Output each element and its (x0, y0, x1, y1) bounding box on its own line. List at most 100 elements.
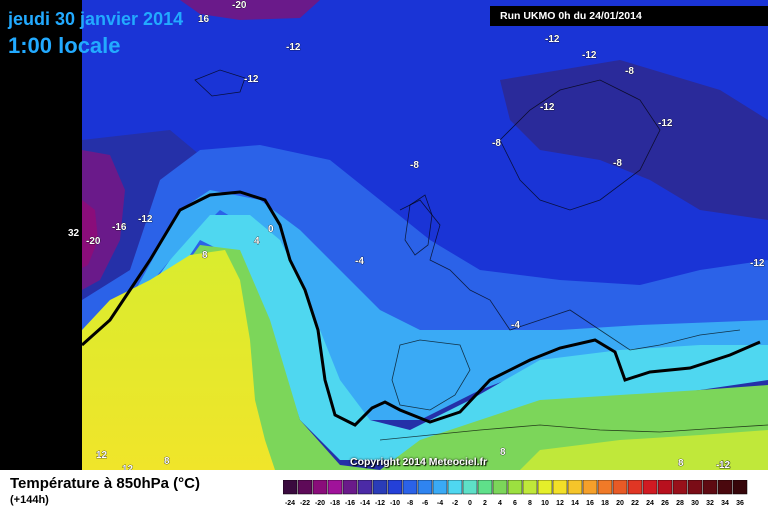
legend-tick-label: -10 (390, 500, 400, 507)
legend-tick-label: 6 (513, 500, 517, 507)
legend-swatch (507, 480, 523, 495)
legend-tick-label: -2 (452, 500, 458, 507)
warm-south (520, 430, 768, 470)
forecast-date: jeudi 30 janvier 2014 (8, 9, 184, 29)
color-legend: -24 -22 -20 -18 -16 -14 -12 -10 -8 -6 -4 -2 0 2 4 6 8 10 1… (283, 480, 748, 507)
isotherm-label: -12 (545, 34, 560, 45)
legend-tick-label: 0 (468, 500, 472, 507)
coastline-scandinavia (499, 79, 661, 211)
zero-isotherm (81, 190, 761, 427)
legend-tick-label: 32 (706, 500, 714, 507)
legend-tick-label: -8 (407, 500, 413, 507)
isotherm-label: 12 (719, 460, 731, 470)
coastline-africa (379, 424, 768, 441)
isotherm-label: 8 (202, 250, 208, 261)
legend-tick-label: 16 (586, 500, 594, 507)
legend-tick-label: -12 (375, 500, 385, 507)
legend-panel: Température à 850hPa (°C) (+144h) -24 -22… (0, 470, 768, 512)
legend-tick-label: 26 (661, 500, 669, 507)
isotherm-label: -12 (658, 118, 673, 129)
legend-swatch (612, 480, 628, 495)
arctic-region (500, 60, 768, 220)
isotherm-label: 16 (198, 14, 210, 25)
isotherm-label: -12 (138, 214, 153, 225)
legend-tick-label: 22 (631, 500, 639, 507)
legend-tick-label: 20 (616, 500, 624, 507)
isotherm-label: -12 (286, 42, 301, 53)
isotherm-label: -12 (582, 50, 597, 61)
legend-swatch (312, 480, 328, 495)
copyright-notice: Copyright 2014 Meteociel.fr (350, 456, 488, 468)
isotherm-label: -12 (540, 102, 555, 113)
legend-tick-label: -16 (345, 500, 355, 507)
forecast-time: 1:00 locale (8, 33, 121, 58)
isotherm-label: -20 (232, 0, 247, 11)
legend-swatch (672, 480, 688, 495)
legend-swatch (417, 480, 433, 495)
left-margin (0, 0, 82, 470)
legend-tick-label: 2 (483, 500, 487, 507)
purple-greenland (82, 150, 125, 290)
isotherm-label: 8 (500, 447, 506, 458)
legend-tick-label: 18 (601, 500, 609, 507)
legend-swatch (582, 480, 598, 495)
legend-tick-label: 36 (736, 500, 744, 507)
legend-swatch (522, 480, 538, 495)
legend-tick-label: -24 (285, 500, 295, 507)
coastline-iberia (391, 339, 471, 411)
legend-swatch (327, 480, 343, 495)
isotherm-label: -4 (511, 320, 520, 331)
legend-swatch (492, 480, 508, 495)
legend-tick-label: -14 (360, 500, 370, 507)
legend-swatch (597, 480, 613, 495)
legend-swatch (567, 480, 583, 495)
legend-swatch (447, 480, 463, 495)
isotherm-label: 8 (164, 456, 170, 467)
legend-swatch (477, 480, 493, 495)
coastline-europe (399, 199, 741, 351)
isotherm-label: -8 (410, 160, 419, 171)
legend-tick-label: -6 (422, 500, 428, 507)
legend-tick-label: -4 (437, 500, 443, 507)
legend-swatch (642, 480, 658, 495)
isotherm-label: -16 (112, 222, 127, 233)
legend-tick-label: 30 (691, 500, 699, 507)
purple-top (180, 0, 320, 20)
legend-tick-label: 34 (721, 500, 729, 507)
isotherm-label: 8 (678, 458, 684, 469)
legend-swatch (537, 480, 553, 495)
isotherm-label: 12 (96, 450, 108, 461)
legend-tick-label: -18 (330, 500, 340, 507)
legend-swatch (732, 480, 748, 495)
legend-swatch (372, 480, 388, 495)
legend-swatch (687, 480, 703, 495)
legend-tick-label: 4 (498, 500, 502, 507)
legend-swatch (462, 480, 478, 495)
coastline-uk (404, 194, 433, 256)
run-info: Run UKMO 0h du 24/01/2014 (490, 6, 768, 26)
legend-swatch (717, 480, 733, 495)
legend-tick-label: 28 (676, 500, 684, 507)
legend-swatch (702, 480, 718, 495)
isotherm-label: 32 (68, 228, 80, 239)
legend-swatch (297, 480, 313, 495)
legend-swatch (657, 480, 673, 495)
legend-swatch (342, 480, 358, 495)
legend-swatch (283, 480, 298, 495)
legend-tick-label: 14 (571, 500, 579, 507)
isotherm-label: 4 (254, 236, 260, 247)
isotherm-label: -8 (492, 138, 501, 149)
legend-swatch (402, 480, 418, 495)
legend-tick-label: 24 (646, 500, 654, 507)
warm-region (82, 250, 275, 470)
legend-swatch (387, 480, 403, 495)
isotherm-label: -8 (625, 66, 634, 77)
isotherm-label: -12 (244, 74, 259, 85)
legend-tick-label: 8 (528, 500, 532, 507)
legend-tick-label: 10 (541, 500, 549, 507)
legend-swatch (552, 480, 568, 495)
isotherm-label: -12 (716, 460, 731, 470)
legend-swatch (357, 480, 373, 495)
isotherm-label: -20 (86, 236, 101, 247)
legend-tick-label: -20 (315, 500, 325, 507)
